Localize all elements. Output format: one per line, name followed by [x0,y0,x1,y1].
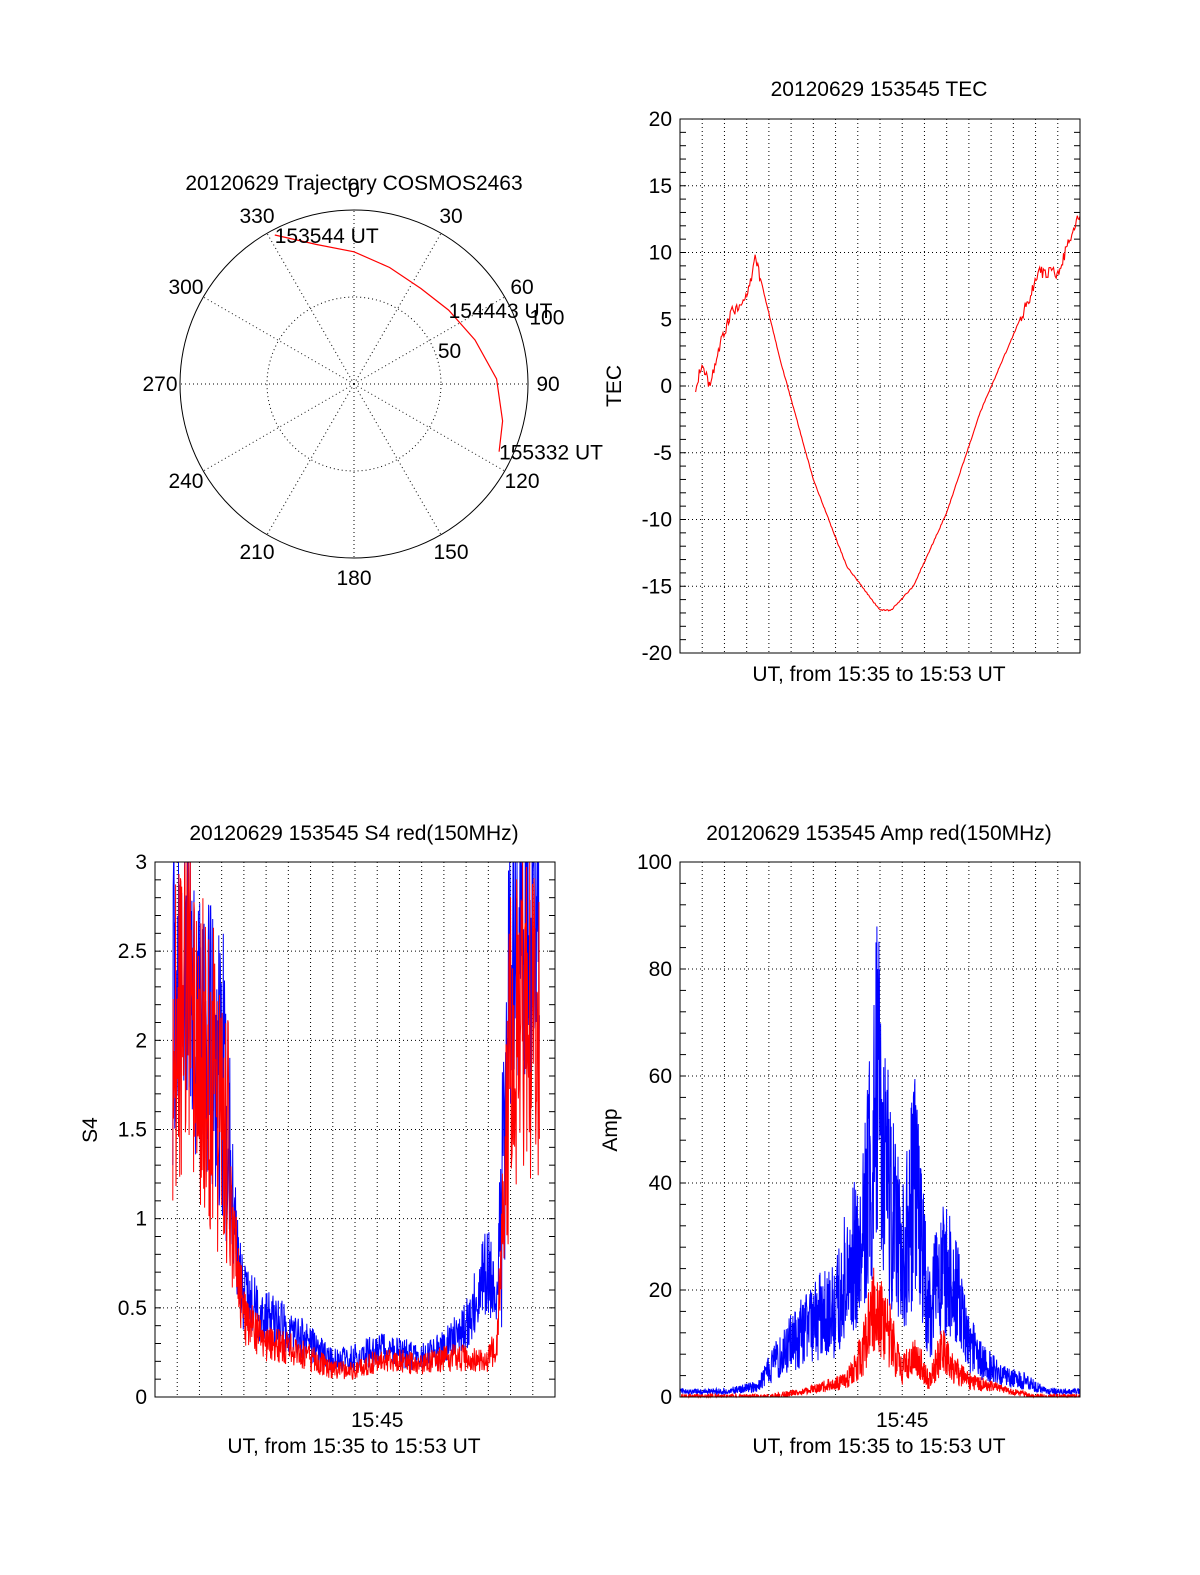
polar-angle-label: 60 [510,276,533,299]
amp-x-label: UT, from 15:35 to 15:53 UT [752,1435,1005,1458]
amp-x-tick-labels: 15:45 [876,1409,929,1432]
y-tick-label: 10 [649,242,672,265]
polar-angle-label: 30 [439,205,462,228]
polar-angle-label: 120 [504,470,539,493]
polar-angle-label: 270 [142,373,177,396]
y-tick-label: 80 [649,958,672,981]
y-tick-label: -20 [642,642,672,665]
y-tick-label: 20 [649,1279,672,1302]
tec-chart: 20120629 153545 TEC 20151050-5-10-15-20 … [603,78,1081,686]
x-tick-label: 15:45 [351,1409,404,1432]
y-tick-label: 2 [135,1029,147,1052]
polar-spoke [353,296,505,385]
y-tick-label: 2.5 [118,940,147,963]
amp-y-tick-labels: 100 80 60 40 20 0 [637,851,672,1409]
y-tick-label: 0 [660,375,672,398]
polar-grid [180,210,528,558]
amp-chart: 20120629 153545 Amp red(150MHz) 100 80 60 4… [599,822,1081,1458]
y-tick-label: 60 [649,1065,672,1088]
s4-minor-ticks [155,861,555,1398]
x-tick-label: 15:45 [876,1409,929,1432]
polar-trajectory-line [274,234,504,452]
y-tick-label: -10 [642,509,672,532]
s4-y-label: S4 [79,1117,102,1143]
polar-spoke [353,233,442,385]
tec-grid [680,119,1080,653]
y-tick-label: 40 [649,1172,672,1195]
polar-angle-label: 210 [239,541,274,564]
y-tick-label: -5 [653,442,672,465]
amp-title: 20120629 153545 Amp red(150MHz) [706,822,1052,845]
polar-annotation-label: 153544 UT [275,225,379,248]
polar-spoke [353,383,505,472]
polar-angle-label: 330 [239,205,274,228]
s4-y-tick-labels: 3 2.5 2 1.5 1 0.5 0 [118,851,147,1409]
y-tick-label: 3 [135,851,147,874]
polar-spoke [203,383,355,472]
amp-plot-frame [679,861,1081,1398]
y-tick-label: 5 [660,308,672,331]
y-tick-label: 15 [649,175,672,198]
polar-angle-label: 240 [168,470,203,493]
y-tick-label: 1 [135,1208,147,1231]
polar-angle-label: 180 [336,567,371,590]
polar-angle-labels: 0 30 60 90 120 150 180 210 240 270 300 330 [142,179,559,590]
polar-series [274,234,504,452]
polar-angle-label: 150 [433,541,468,564]
y-tick-label: 0.5 [118,1297,147,1320]
amp-y-label: Amp [599,1108,622,1151]
s4-chart: 20120629 153545 S4 red(150MHz) 3 2.5 2 1.5 1… [79,822,556,1458]
tec-y-label: TEC [603,365,626,407]
y-tick-label: 0 [135,1386,147,1409]
polar-spoke [266,233,355,385]
polar-spoke [203,296,355,385]
tec-minor-ticks [680,118,1080,654]
polar-angle-label: 300 [168,276,203,299]
blue-series-line [679,926,1081,1397]
red-series-line [695,215,1081,612]
polar-radius-label: 100 [529,307,564,330]
polar-angle-label: 0 [348,179,360,202]
polar-spoke [266,383,355,535]
amp-series [679,926,1081,1399]
polar-annotation-label: 154443 UT [449,300,553,323]
s4-x-label: UT, from 15:35 to 15:53 UT [227,1435,480,1458]
polar-radius-labels: 50 100 [438,307,565,364]
polar-radius-label: 50 [438,340,461,363]
polar-annotations: 153544 UT 154443 UT 155332 UT [275,225,603,465]
tec-title: 20120629 153545 TEC [771,78,988,101]
y-tick-label: 20 [649,108,672,131]
s4-plot-frame [154,861,556,1398]
s4-title: 20120629 153545 S4 red(150MHz) [189,822,518,845]
red-series-line [172,861,540,1380]
polar-ring-50 [266,296,442,472]
tec-x-label: UT, from 15:35 to 15:53 UT [752,663,1005,686]
y-tick-label: 0 [660,1386,672,1409]
polar-annotation-label: 155332 UT [499,442,603,465]
s4-x-tick-labels: 15:45 [351,1409,404,1432]
polar-outer-circle [179,209,529,559]
tec-plot-frame [679,118,1081,654]
y-tick-label: 100 [637,851,672,874]
polar-spoke [353,383,442,535]
tec-y-tick-labels: 20 15 10 5 0 -5 -10 -15 -20 [642,108,672,665]
trajectory-polar-chart: 20120629 Trajectory COSMOS2463 0 30 60 90 12… [142,172,603,590]
polar-title: 20120629 Trajectory COSMOS2463 [185,172,522,195]
s4-grid [155,862,555,1397]
y-tick-label: -15 [642,575,672,598]
amp-minor-ticks [680,861,1080,1398]
y-tick-label: 1.5 [118,1119,147,1142]
polar-angle-label: 90 [536,373,559,396]
s4-series [172,861,540,1380]
tec-series [695,215,1081,612]
